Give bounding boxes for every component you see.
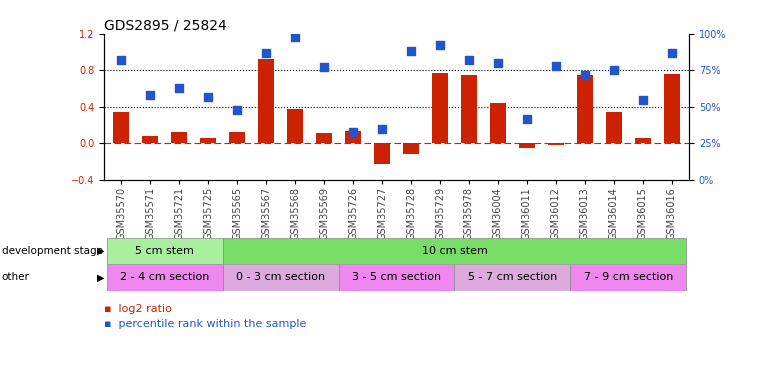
Point (637, 97, 649, 103)
Point (579, 72, 591, 78)
Bar (606, 112, 622, 144)
Text: ▶: ▶ (97, 246, 105, 256)
Point (376, 126, 388, 132)
Point (289, 34, 301, 40)
Bar (519, 144, 535, 148)
Bar (345, 130, 361, 144)
Point (116, 57, 128, 63)
Point (463, 57, 475, 63)
Text: ▪  percentile rank within the sample: ▪ percentile rank within the sample (104, 320, 306, 329)
Text: 0 - 3 cm section: 0 - 3 cm section (236, 273, 325, 282)
Bar (403, 144, 419, 154)
Bar (107, 264, 223, 291)
Bar (316, 134, 332, 144)
Text: development stage: development stage (2, 246, 102, 256)
Point (665, 50, 678, 56)
Bar (258, 59, 274, 144)
Bar (571, 264, 686, 291)
Point (405, 48, 417, 54)
Bar (634, 138, 651, 144)
Bar (287, 109, 303, 144)
Bar (664, 74, 680, 144)
Bar (223, 238, 686, 264)
Text: 3 - 5 cm section: 3 - 5 cm section (352, 273, 441, 282)
Point (608, 68, 620, 74)
Point (347, 129, 360, 135)
Text: GDS2895 / 25824: GDS2895 / 25824 (104, 19, 226, 33)
Text: 2 - 4 cm section: 2 - 4 cm section (120, 273, 209, 282)
Point (231, 107, 243, 113)
Bar (171, 132, 187, 144)
Text: 5 - 7 cm section: 5 - 7 cm section (468, 273, 557, 282)
Point (550, 63, 562, 69)
Bar (229, 132, 245, 144)
Bar (454, 264, 571, 291)
Bar (461, 75, 477, 144)
Point (318, 64, 330, 70)
Point (144, 92, 156, 98)
Point (521, 116, 533, 122)
Text: ▶: ▶ (97, 273, 105, 282)
Bar (432, 73, 448, 144)
Text: 10 cm stem: 10 cm stem (421, 246, 487, 256)
Bar (577, 75, 593, 144)
Bar (374, 144, 390, 164)
Point (173, 85, 186, 91)
Bar (200, 138, 216, 144)
Point (492, 60, 504, 66)
Text: 7 - 9 cm section: 7 - 9 cm section (584, 273, 673, 282)
Bar (339, 264, 454, 291)
Point (202, 94, 214, 100)
Bar (142, 136, 159, 144)
Bar (490, 103, 506, 144)
Bar (107, 238, 223, 264)
Text: 5 cm stem: 5 cm stem (136, 246, 194, 256)
Text: other: other (2, 273, 29, 282)
Text: ▪  log2 ratio: ▪ log2 ratio (104, 304, 172, 314)
Point (260, 50, 273, 56)
Bar (113, 112, 129, 144)
Bar (548, 144, 564, 145)
Point (434, 42, 446, 48)
Bar (223, 264, 339, 291)
